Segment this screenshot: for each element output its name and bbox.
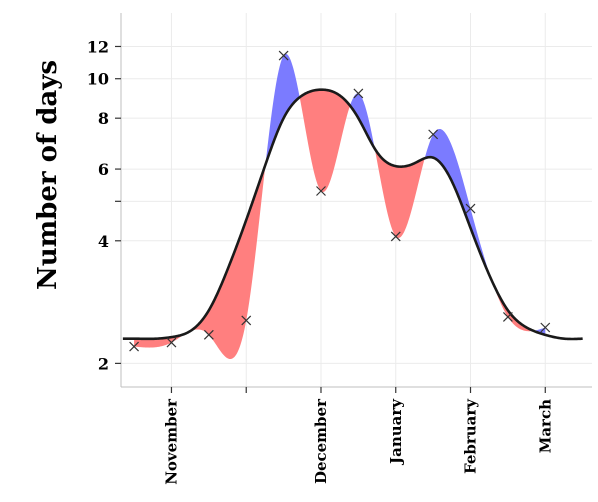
x-tick-label: January bbox=[387, 398, 405, 466]
y-tick-label: 6 bbox=[98, 160, 109, 179]
observed-point-marker bbox=[166, 337, 177, 348]
above-fit-area bbox=[265, 53, 300, 165]
observed-point-marker bbox=[428, 129, 439, 140]
observed-point-marker bbox=[241, 315, 252, 326]
fitted-curve-group bbox=[122, 88, 583, 341]
x-tick-labels: November December January February March bbox=[163, 387, 554, 485]
deviation-areas bbox=[134, 53, 546, 360]
axes bbox=[120, 13, 592, 388]
x-tick-label: December bbox=[312, 398, 330, 484]
observed-markers bbox=[129, 50, 551, 352]
below-fit-area bbox=[374, 148, 425, 238]
y-tick-label: 2 bbox=[98, 354, 109, 373]
y-tick-label: 8 bbox=[98, 109, 109, 128]
observed-point-marker bbox=[540, 322, 551, 333]
observed-point-marker bbox=[465, 203, 476, 214]
observed-point-marker bbox=[203, 329, 214, 340]
above-fit-area bbox=[424, 128, 492, 281]
y-axis-title-group: Number of days bbox=[33, 60, 63, 290]
y-tick-labels: 2 4 6 8 10 12 bbox=[87, 37, 121, 373]
fitted-curve bbox=[122, 88, 583, 341]
observed-point-marker bbox=[353, 88, 364, 99]
x-tick-label: March bbox=[536, 399, 554, 453]
y-tick-label: 4 bbox=[98, 232, 109, 251]
y-tick-label: 10 bbox=[87, 70, 109, 89]
observed-point-marker bbox=[316, 186, 326, 196]
y-tick-label: 12 bbox=[87, 37, 109, 56]
below-fit-area bbox=[299, 89, 351, 193]
x-tick-label: February bbox=[462, 398, 480, 474]
observed-point-marker bbox=[278, 50, 289, 61]
below-fit-area bbox=[188, 164, 266, 360]
observed-point-marker bbox=[129, 341, 140, 352]
y-axis-title: Number of days bbox=[33, 60, 63, 290]
below-fit-area bbox=[134, 332, 188, 348]
observed-point-marker bbox=[390, 231, 401, 242]
observed-point-marker bbox=[502, 312, 513, 322]
x-tick-label: November bbox=[163, 398, 181, 485]
